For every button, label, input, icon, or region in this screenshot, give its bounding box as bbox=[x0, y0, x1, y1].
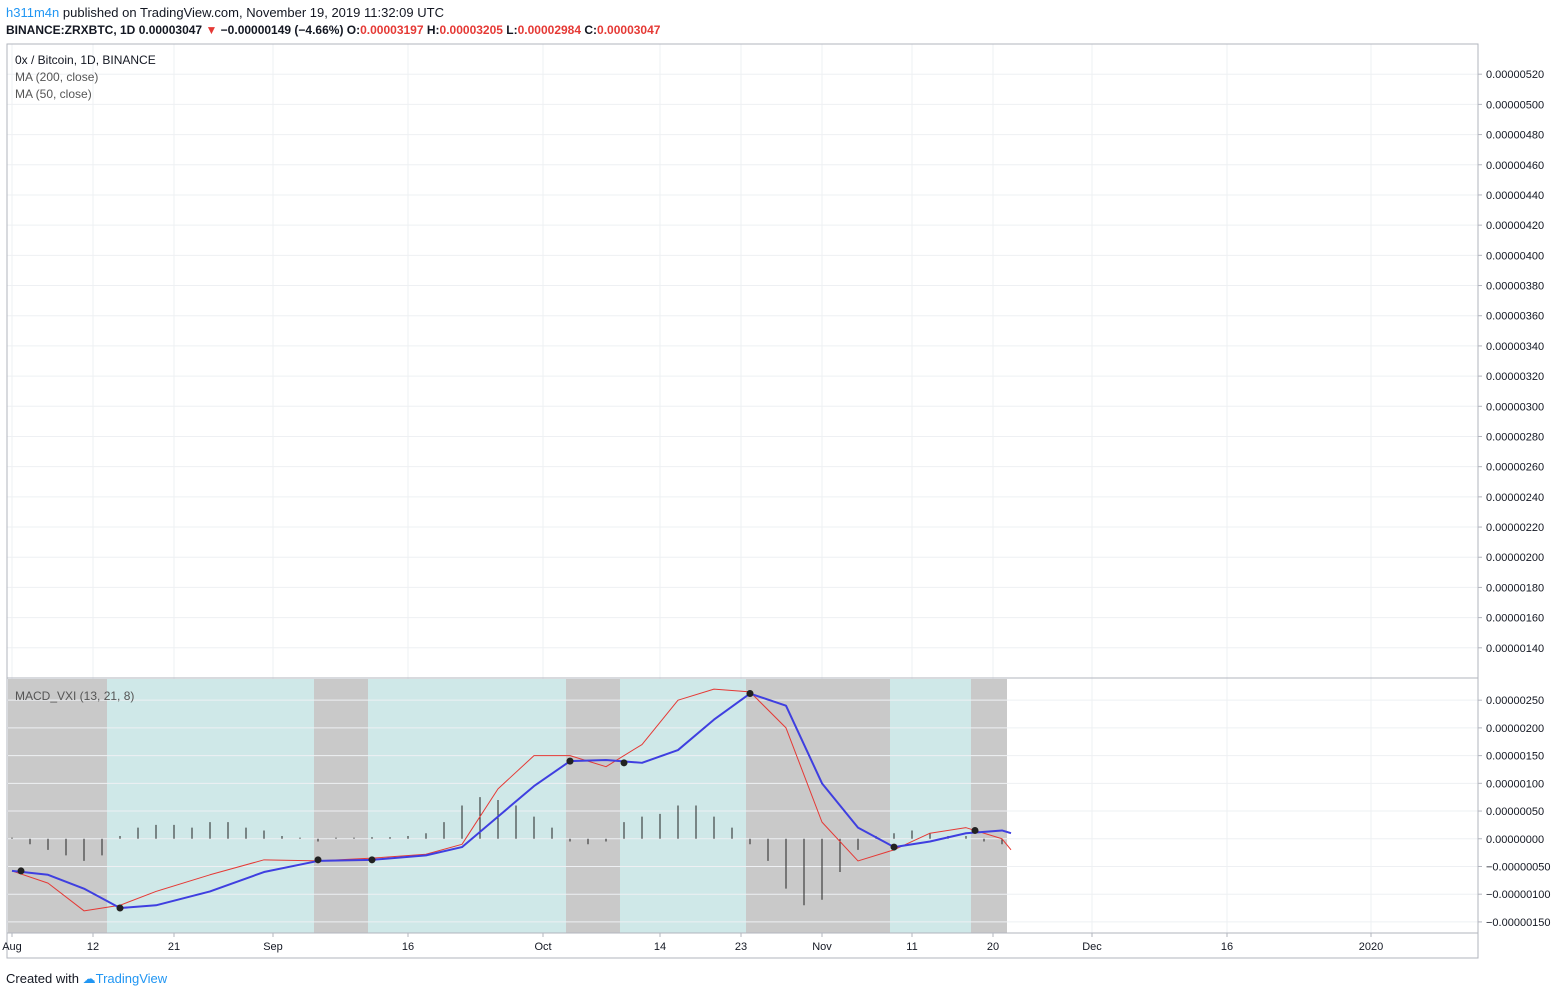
y-tick-label: 0.00000500 bbox=[1486, 99, 1544, 111]
publish-header: h311m4n published on TradingView.com, No… bbox=[6, 4, 444, 22]
symbol-line: BINANCE:ZRXBTC, 1D 0.00003047 ▼ −0.00000… bbox=[6, 22, 660, 38]
macd-legend: MACD_VXI (13, 21, 8) bbox=[15, 688, 134, 705]
y-tick-label: 0.00000180 bbox=[1486, 582, 1544, 594]
macd-tick-label: 0.00000150 bbox=[1486, 751, 1544, 763]
y-tick-label: 0.00000160 bbox=[1486, 613, 1544, 625]
y-tick-label: 0.00000480 bbox=[1486, 130, 1544, 142]
macd-band bbox=[8, 679, 107, 933]
x-tick-label: 11 bbox=[906, 941, 917, 953]
y-tick-label: 0.00000240 bbox=[1486, 492, 1544, 504]
chart-frame bbox=[6, 43, 1479, 959]
macd-band bbox=[890, 679, 971, 933]
legend-ma50[interactable]: MA (50, close) bbox=[15, 87, 92, 101]
y-tick-label: 0.00000340 bbox=[1486, 341, 1544, 353]
price-legend: 0x / Bitcoin, 1D, BINANCE MA (200, close… bbox=[15, 52, 156, 103]
high-value: 0.00003205 bbox=[439, 23, 503, 37]
y-tick-label: 0.00000520 bbox=[1486, 69, 1544, 81]
y-tick-label: 0.00000360 bbox=[1486, 311, 1544, 323]
macd-band bbox=[971, 679, 1007, 933]
publish-info: published on TradingView.com, November 1… bbox=[62, 5, 444, 20]
cross-point bbox=[890, 843, 898, 851]
footer-brand[interactable]: TradingView bbox=[95, 971, 168, 986]
y-tick-label: 0.00000220 bbox=[1486, 522, 1544, 534]
macd-band bbox=[566, 679, 620, 933]
legend-ma200[interactable]: MA (200, close) bbox=[15, 70, 99, 84]
macd-tick-label: 0.00000200 bbox=[1486, 723, 1544, 735]
y-tick-label: 0.00000200 bbox=[1486, 552, 1544, 564]
y-tick-label: 0.00000440 bbox=[1486, 190, 1544, 202]
y-tick-label: 0.00000300 bbox=[1486, 401, 1544, 413]
legend-title[interactable]: 0x / Bitcoin, 1D, BINANCE bbox=[15, 53, 156, 67]
y-tick-label: 0.00000380 bbox=[1486, 281, 1544, 293]
y-tick-label: 0.00000460 bbox=[1486, 160, 1544, 172]
low-value: 0.00002984 bbox=[517, 23, 582, 37]
open-label: O: bbox=[346, 23, 361, 37]
tradingview-logo-icon: ☁ bbox=[82, 971, 96, 986]
macd-tick-label: 0.00000250 bbox=[1486, 695, 1544, 707]
x-tick-label: Dec bbox=[1082, 941, 1102, 953]
x-tick-label: 2020 bbox=[1359, 941, 1383, 953]
x-tick-label: 16 bbox=[402, 941, 414, 953]
macd-tick-label: 0.00000100 bbox=[1486, 778, 1544, 790]
x-tick-label: 14 bbox=[654, 941, 666, 953]
cross-point bbox=[17, 867, 25, 875]
down-arrow-icon: ▼ bbox=[205, 23, 218, 37]
y-tick-label: 0.00000420 bbox=[1486, 220, 1544, 232]
symbol-name: BINANCE:ZRXBTC, 1D bbox=[6, 23, 136, 37]
y-tick-label: 0.00000320 bbox=[1486, 371, 1544, 383]
cross-point bbox=[566, 757, 574, 765]
open-value: 0.00003197 bbox=[360, 23, 424, 37]
x-tick-label: Oct bbox=[534, 941, 551, 953]
symbol-price: 0.00003047 bbox=[138, 23, 203, 37]
close-label: C: bbox=[584, 23, 598, 37]
macd-tick-label: 0.00000050 bbox=[1486, 806, 1544, 818]
x-tick-label: 21 bbox=[168, 941, 180, 953]
cross-point bbox=[116, 904, 124, 912]
macd-tick-label: 0.00000000 bbox=[1486, 834, 1544, 846]
x-tick-label: Sep bbox=[263, 941, 283, 953]
cross-point bbox=[314, 856, 322, 864]
footer-created: Created with bbox=[6, 971, 79, 986]
x-tick-label: 20 bbox=[987, 941, 999, 953]
symbol-change: −0.00000149 (−4.66%) bbox=[220, 23, 344, 37]
footer: Created with ☁TradingView bbox=[6, 971, 167, 987]
macd-band bbox=[620, 679, 746, 933]
author-name[interactable]: h311m4n bbox=[6, 5, 60, 20]
x-tick-label: Aug bbox=[2, 941, 22, 953]
macd-tick-label: −0.00000050 bbox=[1486, 861, 1551, 873]
macd-band bbox=[368, 679, 566, 933]
cross-point bbox=[368, 856, 376, 864]
y-tick-label: 0.00000400 bbox=[1486, 250, 1544, 262]
x-tick-label: Nov bbox=[812, 941, 832, 953]
x-tick-label: 23 bbox=[735, 941, 747, 953]
signal-line bbox=[11, 688, 1012, 912]
y-tick-label: 0.00000260 bbox=[1486, 462, 1544, 474]
x-tick-label: 12 bbox=[87, 941, 99, 953]
x-tick-label: 16 bbox=[1221, 941, 1233, 953]
cross-point bbox=[971, 826, 979, 834]
macd-band bbox=[746, 679, 890, 933]
low-label: L: bbox=[506, 23, 518, 37]
macd-tick-label: −0.00000100 bbox=[1486, 889, 1551, 901]
macd-band bbox=[314, 679, 368, 933]
cross-point bbox=[620, 759, 628, 767]
legend-macd[interactable]: MACD_VXI (13, 21, 8) bbox=[15, 689, 135, 703]
high-label: H: bbox=[426, 23, 440, 37]
close-value: 0.00003047 bbox=[597, 23, 661, 37]
macd-band bbox=[107, 679, 314, 933]
macd-tick-label: −0.00000150 bbox=[1486, 917, 1551, 929]
y-tick-label: 0.00000280 bbox=[1486, 431, 1544, 443]
cross-point bbox=[746, 690, 754, 698]
y-tick-label: 0.00000140 bbox=[1486, 643, 1544, 655]
